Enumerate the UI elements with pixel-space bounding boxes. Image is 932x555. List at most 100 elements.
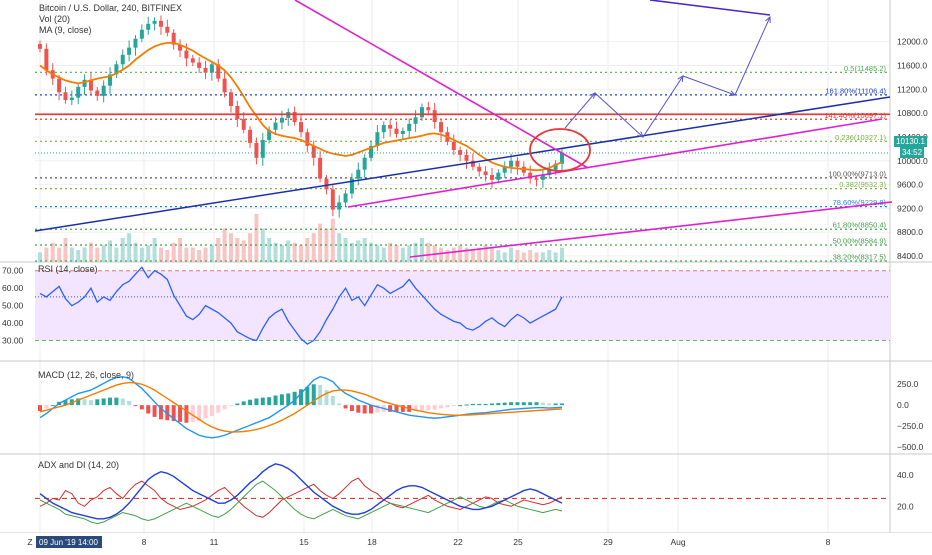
highlight-circle <box>529 128 591 172</box>
macd-histogram-bar <box>139 405 144 410</box>
candle-body <box>369 145 374 158</box>
candle-body <box>241 119 246 130</box>
volume-bar <box>197 250 202 262</box>
volume-bar <box>273 242 278 262</box>
macd-label[interactable]: MACD (12, 26, close, 9) <box>38 370 135 380</box>
volume-bar <box>286 240 291 262</box>
candle-body <box>57 78 62 93</box>
volume-bar <box>426 242 431 262</box>
macd-histogram-bar <box>50 405 55 407</box>
macd-histogram-bar <box>190 405 195 422</box>
candle-body <box>502 166 507 173</box>
macd-histogram-bar <box>337 403 342 406</box>
macd-histogram-bar <box>509 402 514 406</box>
macd-tick-label: −250.0 <box>897 421 924 431</box>
volume-bar <box>502 252 507 262</box>
macd-histogram-bar <box>451 405 456 407</box>
volume-bar <box>222 228 227 262</box>
candle-body <box>451 141 456 151</box>
candle-body <box>267 129 272 140</box>
candle-body <box>292 111 297 123</box>
fib-level-label: 0.5(11485.2) <box>844 64 886 73</box>
rsi-label[interactable]: RSI (14, close) <box>38 264 98 274</box>
volume-bar <box>88 242 93 262</box>
candle-body <box>477 166 482 172</box>
volume-bar <box>547 250 552 262</box>
macd-histogram-bar <box>279 394 284 406</box>
volume-bar <box>248 233 253 262</box>
volume-bar <box>337 233 342 262</box>
current-price-tag: 10130.1 <box>894 136 927 147</box>
macd-histogram-bar <box>305 386 310 406</box>
macd-histogram-bar <box>76 398 81 406</box>
candle-body <box>44 48 49 71</box>
macd-histogram-bar <box>369 405 374 414</box>
volume-bar <box>451 247 456 262</box>
candle-body <box>260 139 265 158</box>
candle-body <box>553 163 558 170</box>
volume-bar <box>203 247 208 262</box>
candle-body <box>120 54 125 65</box>
volume-bar <box>388 242 393 262</box>
volume-bar <box>483 245 488 262</box>
candle-body <box>76 86 81 98</box>
macd-histogram-bar <box>203 405 208 419</box>
volume-bar <box>114 247 119 262</box>
macd-histogram-bar <box>184 405 189 423</box>
candle-body <box>146 23 151 30</box>
adx-label[interactable]: ADX and DI (14, 20) <box>38 460 120 470</box>
candle-body <box>464 154 469 161</box>
volume-bar <box>299 245 303 262</box>
macd-histogram-bar <box>439 405 444 409</box>
candle-body <box>178 44 183 51</box>
volume-bar <box>190 247 195 262</box>
adx-tick-label: 20.0 <box>897 501 914 511</box>
candle-body <box>483 171 488 176</box>
macd-histogram-bar <box>356 405 361 413</box>
macd-histogram-bar <box>146 405 151 414</box>
volume-bar <box>216 238 221 262</box>
fib-level-label: 141.40%(10697.1) <box>824 111 886 120</box>
macd-line <box>39 375 563 439</box>
volume-bar <box>540 252 545 262</box>
candle-body <box>489 175 494 180</box>
volume-bar <box>400 247 405 262</box>
volume-bar <box>489 247 494 262</box>
time-tick-label: 11 <box>210 537 219 547</box>
candle-body <box>540 175 545 180</box>
rsi-line <box>39 266 563 345</box>
candle-body <box>139 29 144 39</box>
candle-body <box>88 79 93 91</box>
candle-body <box>69 97 74 101</box>
magenta-downtrend-line <box>294 0 589 169</box>
volume-bar <box>419 238 424 262</box>
main-legend: Bitcoin / U.S. Dollar, 240, BITFINEX Vol… <box>39 3 182 36</box>
volume-bar <box>496 250 501 262</box>
projection-path <box>564 16 771 138</box>
volume-bar <box>228 233 233 262</box>
macd-histogram-bar <box>489 403 494 406</box>
candle-body <box>216 64 221 79</box>
volume-bar <box>534 252 539 262</box>
legend-ma[interactable]: MA (9, close) <box>39 25 92 35</box>
volume-bar <box>57 247 62 262</box>
volume-bar <box>267 238 272 262</box>
volume-bar <box>38 252 42 262</box>
volume-bar <box>139 247 144 262</box>
candle-body <box>419 107 424 118</box>
magenta-channel-line <box>347 118 883 208</box>
macd-histogram-bar <box>343 405 348 409</box>
time-tick-label: 09 Jun '19 14:00 <box>39 538 98 547</box>
fib-level-label: 100.00%(9713.0) <box>828 169 886 178</box>
candle-body <box>171 32 176 45</box>
candle-body <box>496 172 501 180</box>
legend-volume[interactable]: Vol (20) <box>39 14 71 24</box>
candle-body <box>394 128 399 134</box>
macd-histogram-bar <box>528 402 533 406</box>
candle-body <box>318 157 323 179</box>
candle-body <box>426 107 431 111</box>
macd-histogram-bar <box>178 405 183 422</box>
top-indigo-line <box>649 0 771 16</box>
